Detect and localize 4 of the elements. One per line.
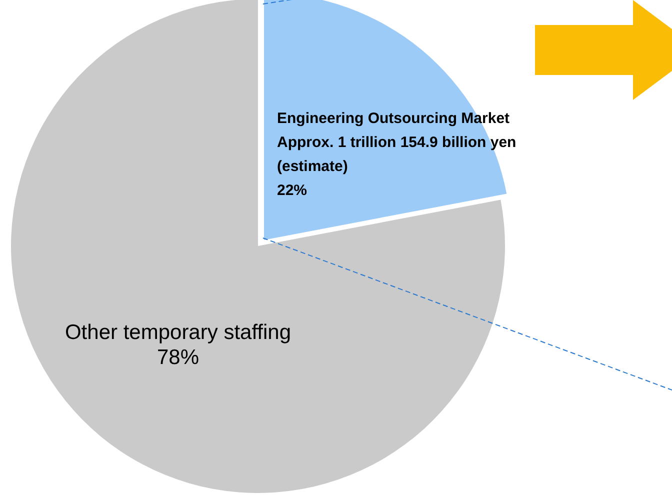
slice-label: Other temporary staffing bbox=[64, 321, 292, 344]
slice-label: Engineering Outsourcing Market Approx. 1 trillion 154.9 billion yen (estimate) bbox=[277, 110, 516, 175]
data-label: 22% bbox=[277, 182, 308, 199]
data-label: 78% bbox=[156, 346, 200, 369]
